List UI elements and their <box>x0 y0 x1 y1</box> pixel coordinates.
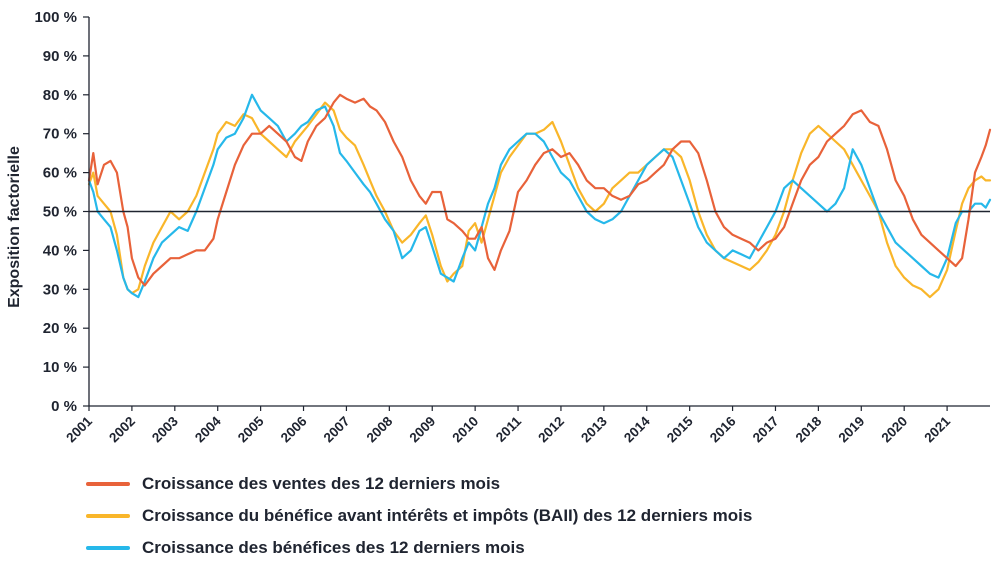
y-tick-label: 60 % <box>43 165 77 182</box>
x-tick-label: 2001 <box>63 413 95 445</box>
legend-item-earnings: Croissance des bénéfices des 12 derniers… <box>86 532 752 564</box>
legend: Croissance des ventes des 12 derniers mo… <box>86 468 752 564</box>
legend-swatch-ebit <box>86 514 130 518</box>
y-tick-label: 30 % <box>43 281 77 298</box>
series-line-2 <box>87 93 992 299</box>
x-tick-label: 2012 <box>535 414 567 446</box>
series-layer <box>87 93 992 299</box>
legend-label-earnings: Croissance des bénéfices des 12 derniers… <box>142 538 525 557</box>
x-tick-label: 2010 <box>449 414 481 446</box>
x-tick-label: 2018 <box>793 413 825 445</box>
x-tick-label: 2021 <box>921 413 953 445</box>
y-tick-label: 40 % <box>43 242 77 259</box>
x-tick-label: 2017 <box>750 414 782 446</box>
x-tick-label: 2004 <box>192 413 224 445</box>
legend-swatch-earnings <box>86 546 130 550</box>
x-tick-label: 2003 <box>149 413 181 445</box>
y-tick-label: 100 % <box>34 9 77 26</box>
x-tick-label: 2011 <box>493 413 525 445</box>
x-tick-label: 2020 <box>878 414 910 446</box>
y-axis-ticks: 0 % 10 % 20 % 30 % 40 % 50 % 60 % 70 % 80 % 90 % 1… <box>34 9 89 415</box>
y-tick-label: 50 % <box>43 204 77 221</box>
x-tick-label: 2016 <box>707 413 739 445</box>
y-tick-label: 70 % <box>43 126 77 143</box>
x-tick-label: 2013 <box>578 413 610 445</box>
legend-item-ebit: Croissance du bénéfice avant intérêts et… <box>86 500 752 532</box>
y-axis-title: Exposition factorielle <box>6 146 23 308</box>
legend-label-sales: Croissance des ventes des 12 derniers mo… <box>142 474 501 493</box>
y-tick-label: 0 % <box>51 398 77 415</box>
legend-label-ebit: Croissance du bénéfice avant intérêts et… <box>142 506 753 525</box>
y-tick-label: 10 % <box>43 359 77 376</box>
x-tick-label: 2019 <box>836 414 868 446</box>
legend-item-sales: Croissance des ventes des 12 derniers mo… <box>86 468 752 500</box>
x-axis-ticks: 2001 2002 2003 2004 2005 2006 2007 2008 2009 2010… <box>63 406 954 446</box>
y-tick-label: 90 % <box>43 48 77 65</box>
x-tick-label: 2007 <box>321 414 353 446</box>
x-tick-label: 2008 <box>364 413 396 445</box>
x-tick-label: 2006 <box>278 413 310 445</box>
y-tick-label: 80 % <box>43 87 77 104</box>
x-tick-label: 2015 <box>664 413 696 445</box>
x-tick-label: 2005 <box>235 413 267 445</box>
series-line-1 <box>87 101 992 299</box>
y-tick-label: 20 % <box>43 320 77 337</box>
x-tick-label: 2009 <box>407 414 439 446</box>
x-tick-label: 2014 <box>621 413 653 445</box>
x-tick-label: 2002 <box>106 414 138 446</box>
legend-swatch-sales <box>86 482 130 486</box>
